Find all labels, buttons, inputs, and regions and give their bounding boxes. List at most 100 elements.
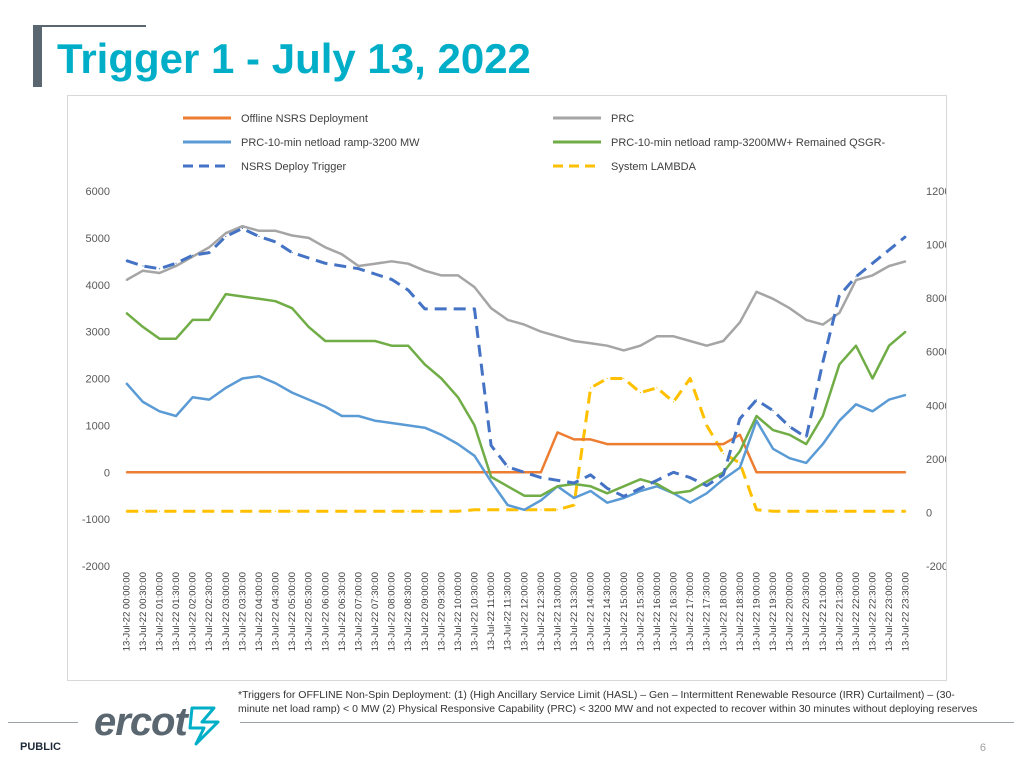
data-point-s1	[440, 274, 442, 276]
data-point-s3	[341, 340, 343, 342]
y-left-tick-label: 3000	[86, 327, 110, 339]
data-point-s5	[805, 510, 807, 512]
data-point-s0	[391, 471, 393, 473]
data-point-s3	[838, 363, 841, 365]
data-point-s4	[324, 262, 326, 264]
data-point-s0	[241, 471, 243, 473]
x-tick-label: 13-Jul-22 08:00:00	[387, 572, 398, 651]
x-tick-label: 13-Jul-22 21:30:00	[834, 572, 845, 651]
data-point-s5	[175, 510, 177, 512]
data-point-s0	[374, 471, 376, 473]
data-point-s3	[407, 345, 409, 347]
data-point-s5	[274, 510, 277, 512]
x-tick-label: 13-Jul-22 06:30:00	[337, 572, 348, 651]
data-point-s2	[357, 415, 360, 417]
data-point-s4	[241, 227, 243, 230]
x-tick-label: 13-Jul-22 05:30:00	[304, 572, 315, 651]
data-point-s4	[490, 444, 492, 447]
data-point-s0	[308, 471, 310, 473]
data-point-s0	[291, 471, 293, 473]
data-point-s4	[208, 252, 210, 254]
data-point-s4	[739, 418, 741, 420]
data-point-s5	[158, 510, 161, 512]
x-tick-label: 13-Jul-22 18:30:00	[735, 572, 746, 651]
data-point-s0	[905, 471, 907, 473]
data-point-s1	[523, 324, 525, 326]
data-point-s0	[324, 471, 326, 473]
data-point-s5	[822, 510, 824, 512]
x-tick-label: 13-Jul-22 22:30:00	[868, 572, 879, 651]
data-point-s1	[689, 340, 691, 342]
data-point-s5	[590, 387, 592, 389]
data-point-s2	[689, 502, 691, 504]
data-point-s3	[772, 429, 774, 431]
data-point-s1	[473, 286, 476, 288]
data-point-s4	[822, 361, 824, 363]
data-point-s3	[523, 495, 525, 497]
data-point-s5	[374, 510, 376, 512]
x-tick-label: 13-Jul-22 23:30:00	[901, 572, 912, 651]
data-point-s3	[125, 312, 127, 314]
data-point-s3	[789, 434, 791, 436]
y-left-tick-label: 1000	[86, 420, 110, 432]
x-tick-label: 13-Jul-22 04:30:00	[271, 572, 282, 651]
data-point-s4	[606, 487, 608, 489]
data-point-s0	[507, 471, 509, 473]
data-point-s0	[606, 443, 608, 445]
legend-label: NSRS Deploy Trigger	[241, 161, 346, 173]
data-point-s1	[871, 274, 874, 276]
data-point-s0	[888, 471, 890, 473]
data-point-s4	[407, 289, 409, 291]
data-point-s0	[556, 431, 559, 433]
title-accent-bar	[33, 25, 42, 87]
data-point-s1	[905, 260, 907, 262]
data-point-s1	[258, 230, 260, 232]
data-point-s4	[573, 482, 575, 484]
data-point-s2	[374, 420, 376, 422]
data-point-s0	[656, 443, 658, 445]
data-point-s3	[590, 485, 592, 487]
data-point-s1	[706, 345, 708, 347]
data-point-s5	[755, 509, 758, 511]
data-point-s1	[623, 349, 625, 351]
data-point-s4	[291, 252, 293, 254]
data-point-s3	[192, 319, 194, 321]
data-point-s2	[789, 457, 791, 459]
data-point-s0	[672, 443, 675, 445]
slide-title: Trigger 1 - July 13, 2022	[57, 35, 531, 82]
data-point-s3	[623, 485, 625, 487]
data-point-s2	[739, 467, 741, 469]
data-point-s5	[855, 510, 857, 512]
x-tick-label: 13-Jul-22 09:30:00	[436, 572, 447, 651]
data-point-s2	[838, 420, 841, 422]
x-tick-label: 13-Jul-22 12:00:00	[519, 572, 530, 651]
data-point-s1	[291, 234, 293, 237]
x-tick-label: 13-Jul-22 00:00:00	[121, 572, 132, 651]
ercot-logo: ercot	[94, 700, 188, 744]
data-point-s4	[125, 260, 127, 262]
data-point-s3	[871, 377, 874, 380]
x-tick-label: 13-Jul-22 13:00:00	[552, 572, 563, 651]
data-point-s0	[772, 471, 774, 473]
data-point-s4	[623, 495, 625, 497]
data-point-s5	[540, 509, 542, 511]
data-point-s4	[192, 254, 194, 256]
data-point-s2	[407, 424, 409, 426]
data-point-s2	[324, 406, 326, 408]
data-point-s4	[805, 436, 807, 438]
x-tick-label: 13-Jul-22 11:30:00	[503, 572, 514, 651]
x-tick-label: 13-Jul-22 01:00:00	[154, 572, 165, 651]
x-tick-label: 13-Jul-22 11:00:00	[486, 572, 497, 651]
x-tick-label: 13-Jul-22 20:30:00	[801, 572, 812, 651]
data-point-s5	[623, 377, 625, 380]
x-tick-label: 13-Jul-22 01:30:00	[171, 572, 182, 651]
data-point-s0	[407, 471, 409, 473]
data-point-s0	[739, 434, 741, 436]
x-tick-label: 13-Jul-22 10:30:00	[470, 572, 481, 651]
x-tick-label: 13-Jul-22 19:30:00	[768, 572, 779, 651]
data-point-s4	[590, 474, 592, 476]
data-point-s5	[225, 510, 227, 512]
data-point-s2	[158, 410, 161, 412]
data-point-s2	[590, 490, 592, 492]
